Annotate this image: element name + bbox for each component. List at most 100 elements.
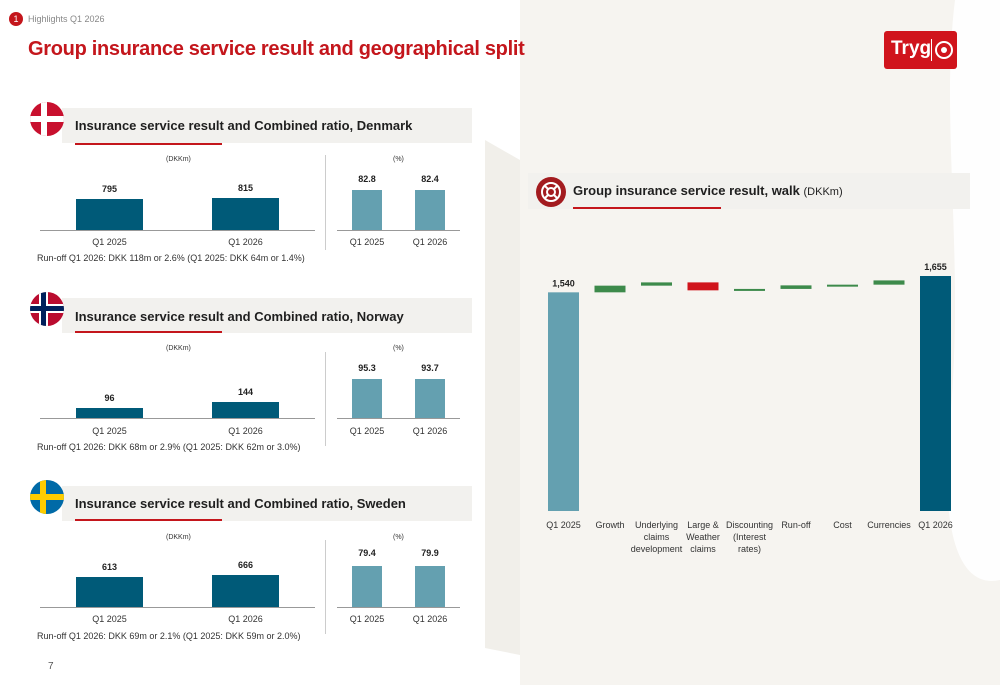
runoff-note: Run-off Q1 2026: DKK 118m or 2.6% (Q1 20… — [37, 253, 305, 263]
walk-data-label: 1,540 — [552, 278, 575, 288]
x-tick-label: Q1 2026 — [412, 237, 448, 247]
x-axis — [337, 607, 460, 608]
section-badge: 1 — [9, 12, 23, 26]
unit-label: (%) — [393, 345, 404, 352]
walk-x-label: Weather — [686, 532, 720, 542]
data-label: 815 — [237, 183, 254, 193]
walk-x-label: claims — [644, 532, 670, 542]
walk-header — [528, 173, 970, 209]
walk-x-label: Run-off — [781, 520, 811, 530]
runoff-note: Run-off Q1 2026: DKK 68m or 2.9% (Q1 202… — [37, 442, 301, 452]
walk-bar-delta — [641, 282, 672, 286]
data-label: 93.7 — [421, 363, 439, 373]
walk-bar-delta — [873, 280, 905, 285]
walk-title-text: Group insurance service result, walk — [573, 183, 800, 198]
unit-label: (DKKm) — [166, 534, 191, 541]
section-title: Insurance service result and Combined ra… — [75, 309, 404, 324]
bar-denmark-result-q1-2026 — [212, 198, 279, 230]
unit-label: (DKKm) — [166, 156, 191, 163]
data-label: 79.9 — [421, 548, 439, 558]
walk-title: Group insurance service result, walk (DK… — [573, 183, 843, 198]
bar-sweden-result-q1-2025 — [76, 577, 143, 607]
walk-bar-delta — [687, 282, 719, 291]
bar-sweden-ratio-q1-2025 — [352, 566, 382, 607]
data-label: 82.4 — [421, 174, 439, 184]
logo-icon — [935, 41, 953, 59]
walk-bar-total — [920, 276, 951, 511]
section-header-sweden — [62, 486, 472, 521]
x-tick-label: Q1 2025 — [349, 614, 385, 624]
walk-bar-total — [548, 292, 579, 511]
x-axis — [337, 418, 460, 419]
section-header-norway — [62, 298, 472, 333]
x-tick-label: Q1 2026 — [228, 237, 263, 247]
walk-x-label: Cost — [833, 520, 852, 530]
walk-x-label: rates) — [738, 544, 761, 554]
logo-text: Tryg — [891, 38, 932, 59]
bar-denmark-result-q1-2025 — [76, 199, 143, 230]
data-label: 95.3 — [358, 363, 376, 373]
denmark-flag-icon — [30, 102, 64, 136]
x-axis — [40, 230, 315, 231]
walk-x-label: Underlying — [635, 520, 678, 530]
walk-bar-delta — [827, 284, 858, 287]
walk-x-label: Q1 2026 — [918, 520, 953, 530]
walk-data-label: 1,655 — [924, 262, 947, 272]
data-label: 144 — [237, 387, 254, 397]
data-label: 666 — [237, 560, 254, 570]
title-underline — [573, 207, 721, 209]
background-panel — [485, 0, 1000, 685]
x-axis — [40, 607, 315, 608]
x-tick-label: Q1 2026 — [228, 614, 263, 624]
walk-bar-delta — [780, 285, 812, 289]
walk-x-label: claims — [690, 544, 716, 554]
walk-x-label: (Interest — [733, 532, 767, 542]
bar-norway-ratio-q1-2025 — [352, 379, 382, 418]
bar-norway-result-q1-2026 — [212, 402, 279, 418]
walk-unit: (DKKm) — [803, 186, 843, 198]
unit-label: (%) — [393, 156, 404, 163]
bar-sweden-ratio-q1-2026 — [415, 566, 445, 607]
x-tick-label: Q1 2025 — [92, 237, 127, 247]
breadcrumb: Highlights Q1 2026 — [28, 14, 105, 24]
x-axis — [40, 418, 315, 419]
x-tick-label: Q1 2026 — [412, 614, 448, 624]
title-underline — [75, 331, 222, 333]
walk-chart: Q1 2025 Growth Underlying claims development… — [546, 262, 953, 554]
runoff-note: Run-off Q1 2026: DKK 69m or 2.1% (Q1 202… — [37, 631, 301, 641]
bar-sweden-result-q1-2026 — [212, 575, 279, 607]
bar-norway-ratio-q1-2026 — [415, 379, 445, 418]
page-number: 7 — [48, 661, 54, 672]
unit-label: (%) — [393, 534, 404, 541]
unit-label: (DKKm) — [166, 345, 191, 352]
section-header-denmark — [62, 108, 472, 143]
title-underline — [75, 519, 222, 521]
x-tick-label: Q1 2026 — [228, 426, 263, 436]
bar-norway-result-q1-2025 — [76, 408, 143, 418]
section-title: Insurance service result and Combined ra… — [75, 118, 413, 133]
bar-denmark-ratio-q1-2026 — [415, 190, 445, 230]
data-label: 613 — [101, 562, 118, 572]
title-underline — [75, 143, 222, 145]
sweden-flag-icon — [30, 480, 64, 514]
walk-bar-delta — [594, 285, 626, 293]
walk-x-label: Discounting — [726, 520, 773, 530]
bar-denmark-ratio-q1-2025 — [352, 190, 382, 230]
norway-flag-icon — [30, 292, 64, 326]
x-tick-label: Q1 2025 — [349, 237, 385, 247]
walk-x-label: Currencies — [867, 520, 911, 530]
walk-x-label: Growth — [595, 520, 624, 530]
page-title: Group insurance service result and geogr… — [28, 38, 525, 60]
divider — [325, 155, 326, 250]
walk-x-label: Q1 2025 — [546, 520, 581, 530]
tryg-logo: Tryg — [884, 31, 957, 69]
walk-x-label: development — [631, 544, 683, 554]
x-axis — [337, 230, 460, 231]
data-label: 79.4 — [358, 548, 376, 558]
data-label: 795 — [101, 184, 118, 194]
data-label: 82.8 — [358, 174, 376, 184]
data-label: 96 — [104, 393, 115, 403]
x-tick-label: Q1 2025 — [92, 426, 127, 436]
x-tick-label: Q1 2025 — [92, 614, 127, 624]
x-tick-label: Q1 2025 — [349, 426, 385, 436]
